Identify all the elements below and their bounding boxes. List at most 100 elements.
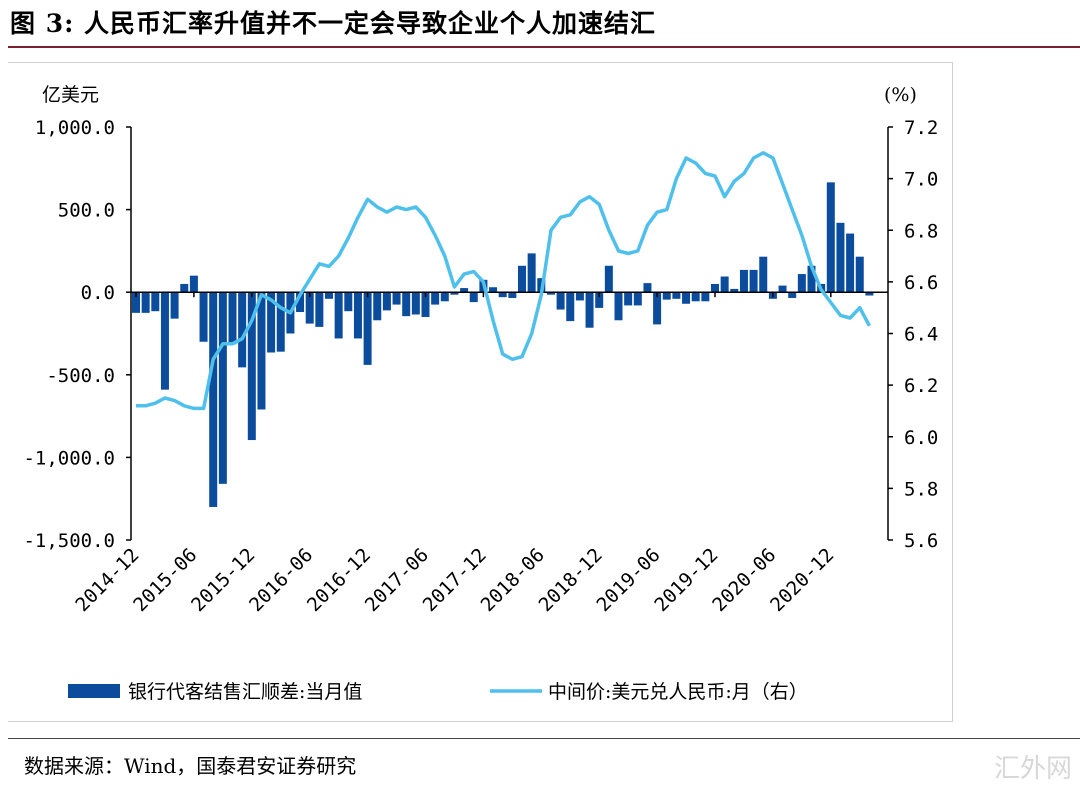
bar (730, 288, 739, 293)
bar (739, 269, 748, 293)
bar (546, 292, 555, 295)
bar (759, 256, 768, 293)
bar (218, 292, 227, 484)
bar (556, 292, 565, 310)
right-tick-label: 6.8 (904, 220, 938, 242)
bar (189, 275, 198, 293)
bar (846, 233, 855, 293)
right-tick-label: 7.2 (904, 117, 938, 139)
bar (672, 292, 681, 299)
right-tick-label: 7.0 (904, 169, 938, 191)
bar (836, 222, 845, 293)
bar (682, 292, 691, 304)
bar (643, 283, 652, 293)
bar (788, 292, 797, 298)
bar (431, 292, 440, 305)
bar (566, 292, 575, 322)
title-divider (8, 46, 1080, 48)
legend-bar-label: 银行代客结售汇顺差:当月值 (128, 681, 362, 703)
bar (305, 292, 314, 324)
bar (160, 292, 169, 390)
source-note: 数据来源：Wind，国泰君安证券研究 (24, 754, 357, 778)
bar (228, 292, 237, 345)
bar (421, 292, 430, 317)
bar (132, 292, 140, 313)
bar (489, 287, 498, 293)
left-tick-label: -1,000.0 (23, 447, 115, 469)
bar (508, 292, 517, 298)
bar (151, 292, 160, 312)
bar (363, 292, 372, 365)
bar (296, 292, 305, 313)
bar (575, 292, 584, 301)
bar (518, 265, 526, 293)
bar (778, 285, 787, 293)
bar (604, 265, 613, 293)
line-series-usdcny (136, 151, 871, 411)
bar (498, 292, 507, 298)
bar (720, 276, 729, 293)
bar (344, 292, 353, 312)
bar (170, 292, 179, 319)
bar (595, 292, 604, 308)
bar (701, 292, 710, 302)
bar (711, 283, 719, 293)
legend-line-label: 中间价:美元兑人民币:月（右） (548, 681, 808, 703)
bar (257, 292, 266, 410)
bar (199, 292, 208, 342)
bar (247, 292, 256, 441)
left-axis-unit: 亿美元 (42, 84, 99, 106)
right-tick-label: 5.8 (904, 478, 938, 500)
watermark: 汇外网 (993, 754, 1072, 784)
bar (402, 292, 411, 317)
right-tick-label: 6.6 (904, 272, 938, 294)
chart-frame (8, 62, 953, 722)
left-tick-label: 500.0 (58, 200, 115, 222)
bar (614, 292, 623, 321)
bar (353, 292, 362, 339)
bar (633, 292, 642, 306)
bar (141, 292, 150, 313)
bar (180, 283, 189, 293)
bar (469, 292, 478, 303)
bar (267, 292, 276, 353)
right-tick-label: 6.4 (904, 324, 938, 346)
bar (411, 292, 420, 315)
right-tick-label: 6.2 (904, 375, 938, 397)
bar (382, 292, 391, 311)
bar (373, 292, 382, 321)
bar (865, 292, 874, 296)
bar (276, 292, 285, 352)
left-tick-label: -500.0 (46, 365, 115, 387)
bar (691, 292, 700, 302)
bar (826, 182, 835, 293)
left-tick-label: 0.0 (81, 282, 115, 304)
bar (450, 292, 459, 295)
bar (334, 292, 343, 339)
left-tick-label: 1,000.0 (35, 117, 115, 139)
bar (855, 256, 864, 293)
bar (527, 253, 536, 293)
right-tick-label: 5.6 (904, 530, 938, 552)
bar (662, 292, 671, 300)
footer-divider (8, 738, 1080, 739)
bar (325, 292, 333, 299)
bar (749, 269, 758, 293)
bar (209, 292, 218, 507)
bar (797, 274, 806, 293)
legend-bar-swatch (68, 684, 120, 698)
right-tick-label: 6.0 (904, 427, 938, 449)
bar (585, 292, 594, 328)
left-tick-label: -1,500.0 (23, 530, 115, 552)
bar (624, 292, 633, 306)
bar (238, 292, 247, 368)
bar (440, 292, 449, 302)
bar (315, 292, 324, 327)
bar (392, 292, 401, 305)
bar (460, 288, 469, 293)
bar (653, 292, 662, 325)
x-tick-label: 2020-12 (766, 544, 838, 616)
figure-title: 图 3: 人民币汇率升值并不一定会导致企业个人加速结汇 (10, 9, 657, 38)
bar (807, 265, 816, 293)
